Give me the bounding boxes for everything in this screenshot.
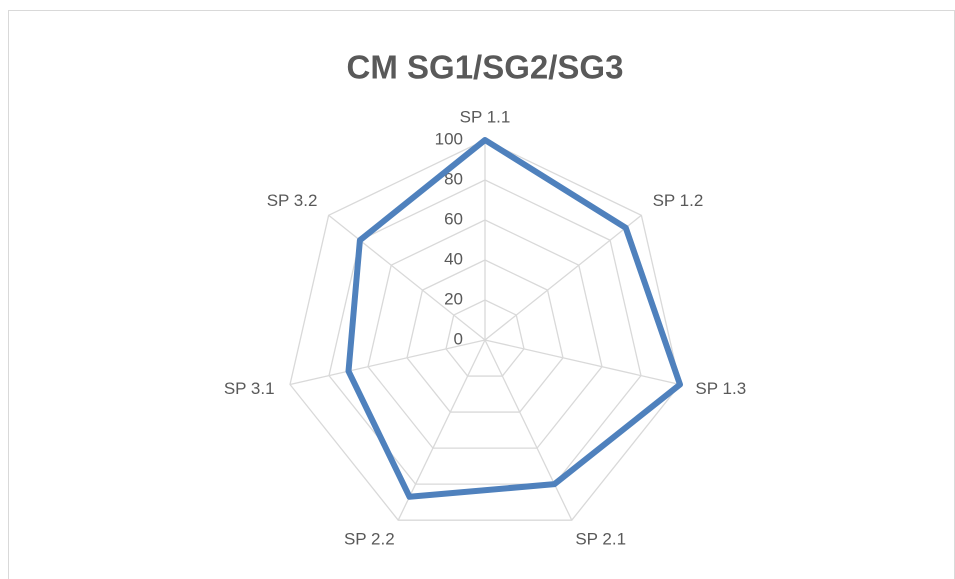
- axis-label: SP 2.1: [575, 529, 626, 548]
- grid-ring: [289, 139, 681, 521]
- axis-label: SP 3.2: [267, 191, 318, 210]
- radial-tick-label: 80: [444, 169, 463, 188]
- radial-tick-label: 0: [454, 329, 463, 348]
- axis-label: SP 1.3: [695, 379, 746, 398]
- radial-tick-label: 40: [444, 249, 463, 268]
- axis-spoke: [484, 214, 642, 341]
- radial-tick-label: 60: [444, 209, 463, 228]
- axis-spoke: [484, 339, 573, 521]
- axis-spoke: [397, 339, 486, 521]
- chart-border: [8, 10, 955, 579]
- grid-ring: [406, 259, 564, 413]
- grid-ring: [367, 219, 603, 449]
- chart-title: CM SG1/SG2/SG3: [347, 49, 624, 86]
- grid-ring: [328, 179, 642, 485]
- series-line: [345, 137, 683, 500]
- radial-tick-label: 20: [444, 289, 463, 308]
- axis-label: SP 1.2: [653, 191, 704, 210]
- axis-label: SP 1.1: [460, 107, 511, 126]
- axis-spoke: [289, 339, 486, 386]
- grid-ring: [445, 299, 525, 377]
- axis-spoke: [484, 339, 681, 386]
- axis-label: SP 2.2: [344, 529, 395, 548]
- radial-tick-label: 100: [435, 129, 463, 148]
- axis-spoke: [328, 214, 486, 341]
- axis-label: SP 3.1: [224, 379, 275, 398]
